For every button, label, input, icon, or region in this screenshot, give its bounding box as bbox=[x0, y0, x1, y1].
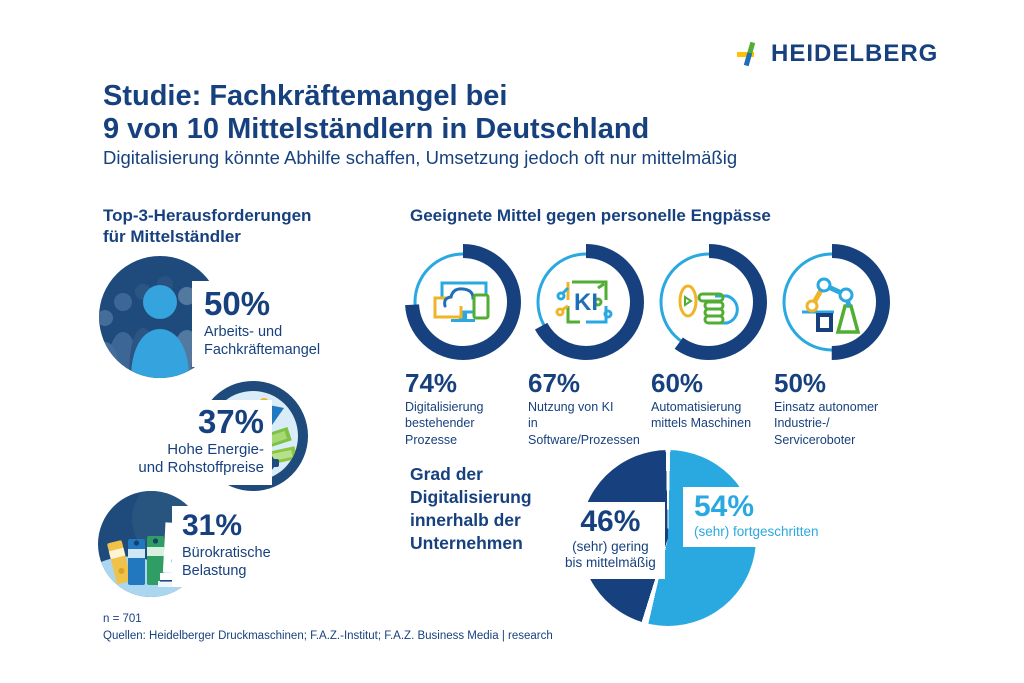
measures-donut-row: 74% Digitalisierung bestehender Prozesse… bbox=[405, 244, 897, 448]
sources: Quellen: Heidelberger Druckmaschinen; F.… bbox=[103, 629, 553, 642]
challenge-stat-2: 37% Hohe Energie- und Rohstoffpreise bbox=[104, 400, 272, 486]
measure-3-value: 60% bbox=[651, 368, 704, 398]
challenge-3-value: 31% bbox=[182, 509, 243, 542]
sample-size: n = 701 bbox=[103, 613, 142, 625]
challenge-2-value: 37% bbox=[197, 403, 264, 440]
digitalization-donut-chart bbox=[405, 244, 521, 360]
challenge-2-label: Hohe Energie- und Rohstoffpreise bbox=[138, 440, 264, 477]
heidelberg-logo: HEIDELBERG bbox=[737, 40, 938, 68]
measure-1-value: 74% bbox=[405, 368, 458, 398]
robots-donut-chart bbox=[774, 244, 890, 360]
measure-2-label: Nutzung von KI in Software/Prozessen bbox=[528, 400, 640, 447]
page-subtitle: Digitalisierung könnte Abhilfe schaffen,… bbox=[103, 147, 738, 168]
measure-cell-digitalization: 74% Digitalisierung bestehender Prozesse bbox=[405, 244, 528, 448]
challenge-1-value: 50% bbox=[204, 285, 271, 322]
measure-4-value: 50% bbox=[774, 368, 827, 398]
pie-high-sublabel: (sehr) fortgeschritten bbox=[694, 523, 819, 539]
footer: n = 701 Quellen: Heidelberger Druckmasch… bbox=[103, 611, 553, 644]
challenge-1-label: Arbeits- und Fachkräftemangel bbox=[204, 323, 321, 358]
challenge-stat-3: 31% Bürokratische Belastung bbox=[172, 506, 279, 587]
automation-donut-chart bbox=[651, 244, 767, 360]
svg-text:KI: KI bbox=[574, 289, 598, 316]
challenge-stat-1: 50% Arbeits- und Fachkräftemangel bbox=[192, 281, 331, 367]
page-title: Studie: Fachkräftemangel bei 9 von 10 Mi… bbox=[103, 80, 650, 146]
challenges-heading: Top-3-Herausforderungen für Mittelständl… bbox=[103, 206, 312, 247]
digitalization-heading: Grad der Digitalisierung innerhalb der U… bbox=[410, 464, 532, 554]
pie-high-value: 54% bbox=[694, 490, 755, 523]
measure-cell-robots: 50% Einsatz autonomer Industrie-/ Servic… bbox=[774, 244, 897, 448]
ai-chip-icon: KI bbox=[555, 280, 613, 324]
measure-2-value: 67% bbox=[528, 368, 581, 398]
pie-low-sublabel: (sehr) gering bis mittelmäßig bbox=[565, 538, 656, 571]
measure-3-label: Automatisierung mittels Maschinen bbox=[651, 400, 752, 431]
pie-low-value: 46% bbox=[580, 505, 641, 538]
heidelberg-plus-logo-icon bbox=[737, 40, 761, 68]
measure-4-label: Einsatz autonomer Industrie-/ Servicerob… bbox=[774, 400, 879, 447]
measures-heading: Geeignete Mittel gegen personelle Engpäs… bbox=[410, 206, 771, 225]
heidelberg-logo-text: HEIDELBERG bbox=[771, 40, 939, 67]
connected-devices-cloud-icon bbox=[433, 281, 490, 322]
robot-arm-icon bbox=[802, 277, 861, 334]
pie-slice-low-label: 46% (sehr) gering bis mittelmäßig bbox=[556, 502, 665, 580]
measure-1-label: Digitalisierung bestehender Prozesse bbox=[405, 400, 484, 447]
measure-cell-automation: 60% Automatisierung mittels Maschinen bbox=[651, 244, 774, 448]
pie-slice-high-label: 54% (sehr) fortgeschritten bbox=[683, 487, 830, 548]
push-button-hand-icon bbox=[678, 284, 739, 325]
ai-donut-chart: KI bbox=[528, 244, 644, 360]
measure-cell-ai: KI 67% Nutzung von KI in Software/Prozes… bbox=[528, 244, 651, 448]
challenge-3-label: Bürokratische Belastung bbox=[182, 544, 271, 579]
